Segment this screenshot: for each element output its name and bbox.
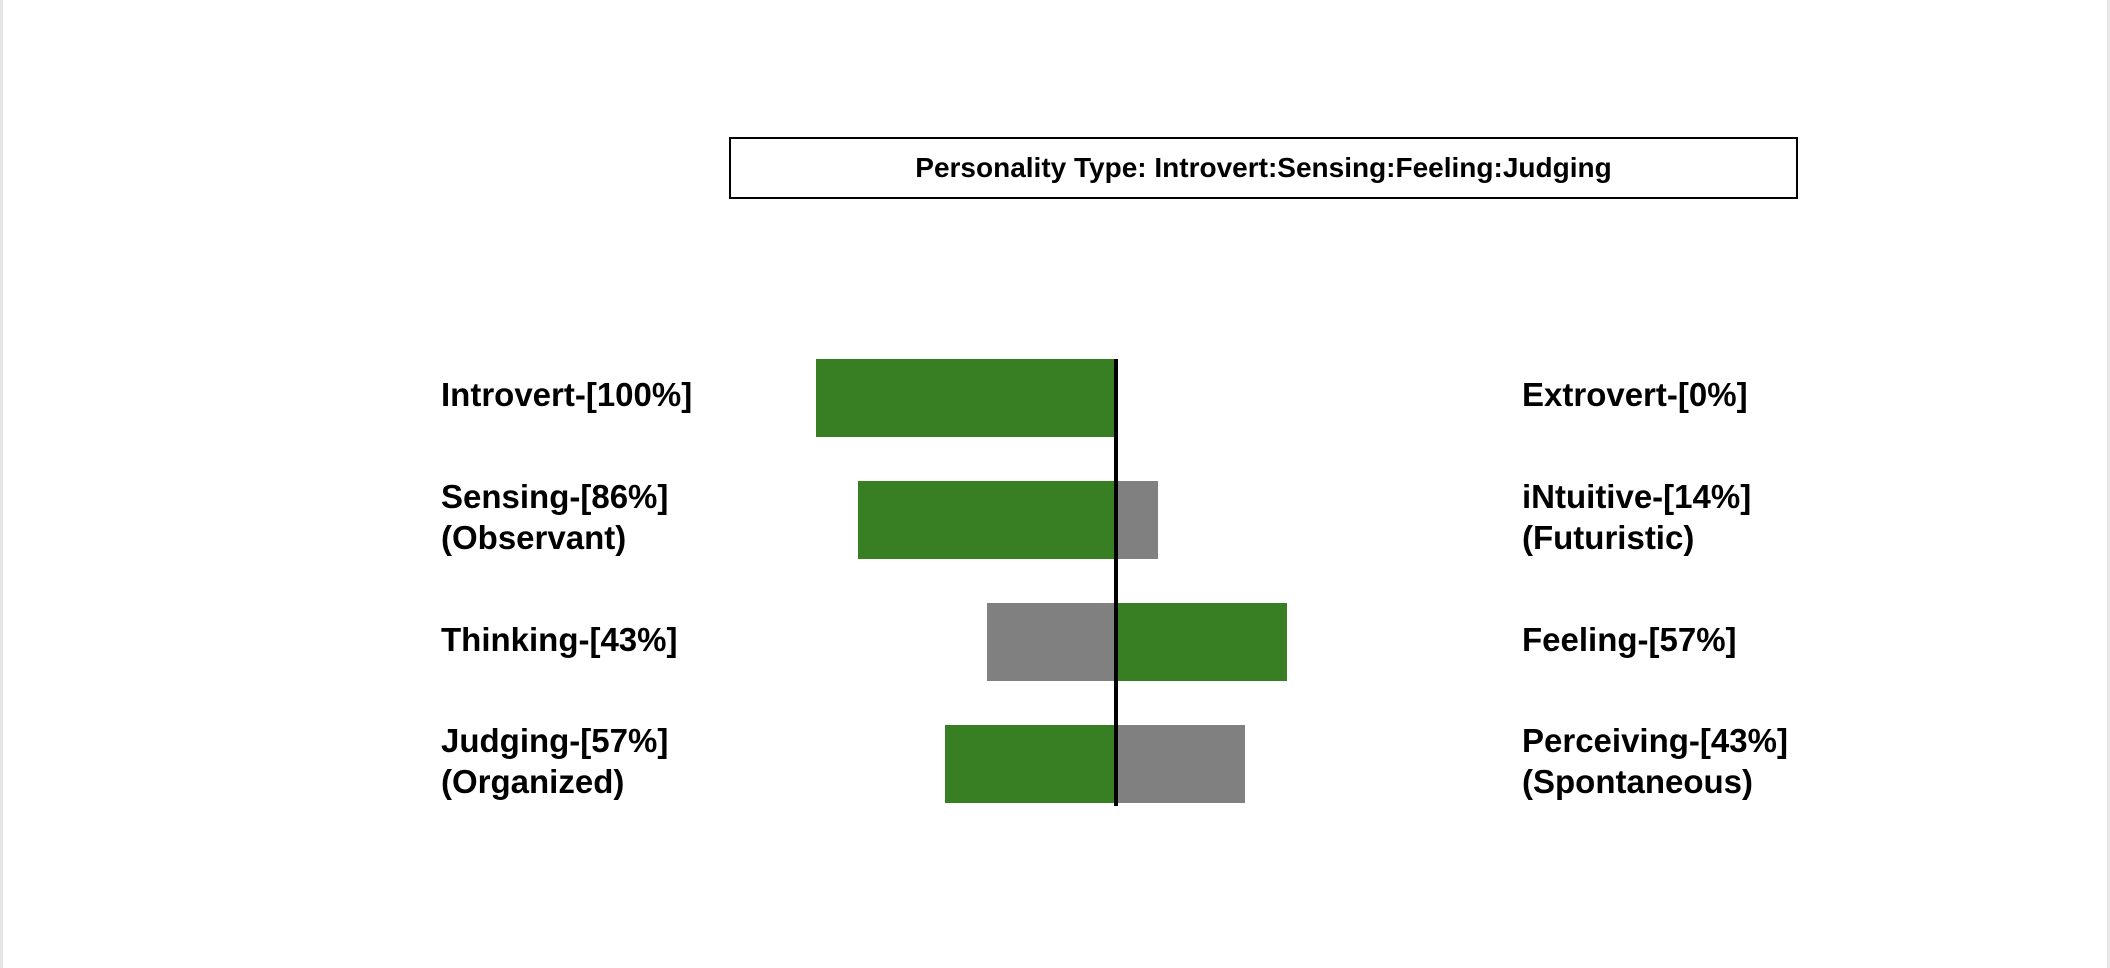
bar-right-row-2	[1116, 603, 1287, 681]
bar-left-row-3	[945, 725, 1116, 803]
bar-left-row-1	[858, 481, 1116, 559]
left-label-text: Thinking-[43%]	[441, 621, 678, 658]
right-label-subtext: (Spontaneous)	[1522, 763, 1753, 800]
bar-left-row-0	[816, 359, 1116, 437]
right-label-row-3: Perceiving-[43%] (Spontaneous)	[1522, 720, 1788, 802]
chart-title: Personality Type: Introvert:Sensing:Feel…	[915, 152, 1612, 183]
right-label-text: Perceiving-[43%]	[1522, 722, 1788, 759]
left-label-subtext: (Organized)	[441, 763, 625, 800]
left-label-row-0: Introvert-[100%]	[441, 374, 692, 415]
left-label-row-1: Sensing-[86%] (Observant)	[441, 476, 668, 558]
left-label-text: Sensing-[86%]	[441, 478, 669, 515]
left-label-text: Judging-[57%]	[441, 722, 669, 759]
right-label-subtext: (Futuristic)	[1522, 519, 1695, 556]
right-label-text: iNtuitive-[14%]	[1522, 478, 1752, 515]
bar-right-row-1	[1116, 481, 1158, 559]
right-label-text: Extrovert-[0%]	[1522, 376, 1748, 413]
left-label-row-3: Judging-[57%] (Organized)	[441, 720, 668, 802]
left-label-subtext: (Observant)	[441, 519, 627, 556]
page-edge-right	[2107, 0, 2110, 968]
page-edge-left	[0, 0, 3, 968]
right-label-row-1: iNtuitive-[14%] (Futuristic)	[1522, 476, 1751, 558]
chart-title-box: Personality Type: Introvert:Sensing:Feel…	[729, 137, 1798, 199]
left-label-text: Introvert-[100%]	[441, 376, 693, 413]
bars-layer	[816, 359, 1287, 803]
bar-right-row-3	[1116, 725, 1245, 803]
left-label-row-2: Thinking-[43%]	[441, 619, 678, 660]
bar-left-row-2	[987, 603, 1116, 681]
right-label-row-2: Feeling-[57%]	[1522, 619, 1737, 660]
right-label-text: Feeling-[57%]	[1522, 621, 1737, 658]
right-label-row-0: Extrovert-[0%]	[1522, 374, 1748, 415]
